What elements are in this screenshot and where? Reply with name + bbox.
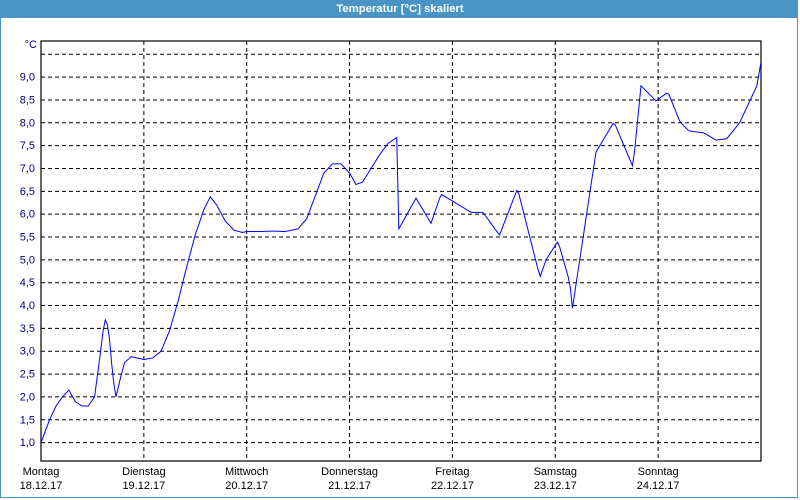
svg-text:2,5: 2,5 <box>20 369 35 381</box>
svg-text:1,0: 1,0 <box>20 437 35 449</box>
svg-text:3,5: 3,5 <box>20 323 35 335</box>
svg-text:°C: °C <box>25 39 37 51</box>
svg-text:18.12.17: 18.12.17 <box>20 480 63 492</box>
svg-text:Montag: Montag <box>23 466 60 478</box>
svg-text:9,0: 9,0 <box>20 72 35 84</box>
svg-text:3,0: 3,0 <box>20 346 35 358</box>
svg-text:7,5: 7,5 <box>20 140 35 152</box>
svg-text:6,0: 6,0 <box>20 209 35 221</box>
svg-text:5,0: 5,0 <box>20 254 35 266</box>
svg-text:23.12.17: 23.12.17 <box>534 480 577 492</box>
svg-text:8,5: 8,5 <box>20 94 35 106</box>
svg-text:Dienstag: Dienstag <box>122 466 165 478</box>
svg-text:6,5: 6,5 <box>20 186 35 198</box>
svg-text:4,0: 4,0 <box>20 300 35 312</box>
svg-text:Freitag: Freitag <box>435 466 469 478</box>
svg-text:Donnerstag: Donnerstag <box>321 466 378 478</box>
svg-text:24.12.17: 24.12.17 <box>637 480 680 492</box>
svg-text:20.12.17: 20.12.17 <box>225 480 268 492</box>
svg-text:4,5: 4,5 <box>20 277 35 289</box>
svg-text:Mittwoch: Mittwoch <box>225 466 268 478</box>
svg-text:21.12.17: 21.12.17 <box>328 480 371 492</box>
svg-text:19.12.17: 19.12.17 <box>122 480 165 492</box>
svg-text:7,0: 7,0 <box>20 163 35 175</box>
svg-text:8,0: 8,0 <box>20 117 35 129</box>
svg-text:1,5: 1,5 <box>20 414 35 426</box>
svg-text:Sonntag: Sonntag <box>638 466 679 478</box>
svg-text:22.12.17: 22.12.17 <box>431 480 474 492</box>
svg-text:5,5: 5,5 <box>20 232 35 244</box>
svg-text:2,0: 2,0 <box>20 391 35 403</box>
svg-text:Samstag: Samstag <box>534 466 577 478</box>
